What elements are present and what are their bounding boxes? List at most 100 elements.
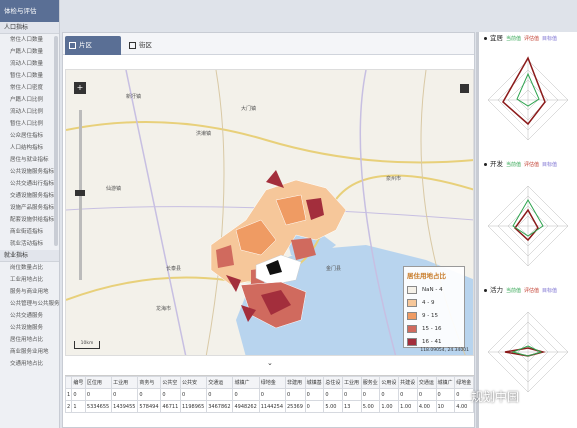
- table-header-cell[interactable]: 编号: [71, 376, 86, 389]
- legend-label: NaN - 4: [422, 286, 443, 293]
- legend-eval[interactable]: 评估值: [524, 288, 540, 294]
- coordinate-readout: 118.09054, 24.34001: [420, 348, 469, 353]
- legend-label: 9 - 15: [422, 312, 438, 319]
- map-view[interactable]: 新圩镇 洪濑镇 大门镇 仙游镇 泉州市 长泰县 龙海市 金门县 + 居住用地占比…: [65, 69, 474, 356]
- table-header-cell[interactable]: 交通运: [206, 376, 234, 389]
- legend-eval[interactable]: 评估值: [524, 36, 540, 42]
- bullet-icon: [484, 162, 487, 166]
- tab-block[interactable]: 街区: [125, 36, 181, 55]
- sidebar-population-item[interactable]: 常住人口密度: [10, 85, 44, 91]
- sidebar-population-item[interactable]: 公共交通出行指标: [10, 181, 55, 187]
- legend-entry: NaN - 4: [407, 283, 461, 296]
- table-cell: 0: [398, 388, 418, 401]
- sidebar-population-item[interactable]: 常住人口数量: [10, 37, 44, 43]
- sidebar-employment-item[interactable]: 工业用地占比: [10, 277, 44, 283]
- sidebar-population-item[interactable]: 配套设施供给指标: [10, 217, 55, 223]
- sidebar-population-item[interactable]: 人口结构指标: [10, 145, 44, 151]
- table-header-cell[interactable]: 共建设: [398, 376, 418, 389]
- sidebar-population-item[interactable]: 交通设施服务指标: [10, 193, 55, 199]
- tab-district[interactable]: 片区: [65, 36, 121, 55]
- table-header-cell[interactable]: 城镇广: [232, 376, 260, 389]
- sidebar-population-item[interactable]: 公众居住指标: [10, 133, 44, 139]
- sidebar-population-item[interactable]: 暂住人口比例: [10, 121, 44, 127]
- legend-eval[interactable]: 评估值: [524, 162, 540, 168]
- legend-entry: 9 - 15: [407, 309, 461, 322]
- table-cell: 0: [379, 388, 400, 401]
- table-header-cell[interactable]: 工业用: [111, 376, 139, 389]
- collapse-chevron-icon[interactable]: ⌄: [267, 359, 273, 367]
- sidebar-population-item[interactable]: 设施产品服务指标: [10, 205, 55, 211]
- legend-target[interactable]: 目标值: [542, 36, 558, 42]
- zoom-in-button[interactable]: +: [74, 82, 86, 94]
- legend-current[interactable]: 当前值: [506, 288, 522, 294]
- table-cell: 1: [71, 400, 86, 413]
- splitter[interactable]: [476, 32, 478, 428]
- legend-target[interactable]: 目标值: [542, 162, 558, 168]
- svg-text:泉州市: 泉州市: [386, 175, 401, 182]
- table-header-cell[interactable]: 绿地金: [258, 376, 286, 389]
- table-header-cell[interactable]: 服务业: [360, 376, 381, 389]
- table-header-cell[interactable]: 城镇广: [435, 376, 456, 389]
- sidebar-employment-item[interactable]: 岗位数量占比: [10, 265, 44, 271]
- sidebar-section-population[interactable]: 人口指标: [0, 22, 59, 34]
- sidebar-population-item[interactable]: 公共设施服务指标: [10, 169, 55, 175]
- radar-title: 开发: [490, 160, 503, 168]
- table-header-cell[interactable]: 城镇基: [304, 376, 325, 389]
- table-header-cell[interactable]: 非建用: [284, 376, 306, 389]
- grid-icon: [69, 42, 76, 49]
- sidebar-population-item[interactable]: 户籍人口数量: [10, 49, 44, 55]
- legend-current[interactable]: 当前值: [506, 162, 522, 168]
- sidebar-population-item[interactable]: 商业街道指标: [10, 229, 44, 235]
- sidebar-employment-item[interactable]: 公共管理与公共服务: [10, 301, 59, 307]
- table-cell: 0: [179, 388, 208, 401]
- radar-series-eval: [502, 56, 546, 126]
- radar-svg: [487, 311, 569, 393]
- svg-text:新圩镇: 新圩镇: [126, 93, 141, 100]
- sidebar-employment-item[interactable]: 公共设施服务: [10, 325, 44, 331]
- sidebar-employment-item[interactable]: 交通用地占比: [10, 361, 44, 367]
- sidebar-employment-item[interactable]: 居住用地占比: [10, 337, 44, 343]
- scale-bar: 10km: [74, 341, 100, 349]
- table-header-cell[interactable]: 交通运: [416, 376, 437, 389]
- sidebar-section-employment[interactable]: 就业指标: [0, 250, 59, 262]
- table-cell: 0: [84, 388, 113, 401]
- table-header-cell[interactable]: 商务与: [137, 376, 162, 389]
- sidebar-population-item[interactable]: 流动人口比例: [10, 109, 44, 115]
- table-cell: 4.00: [416, 400, 437, 413]
- svg-text:长泰县: 长泰县: [166, 265, 181, 272]
- table-cell: 1.00: [379, 400, 400, 413]
- sidebar-scrollbar[interactable]: [54, 36, 58, 246]
- table-row[interactable]: 2 1 5334655 1439455 578494 46711 1198965 346786…: [65, 400, 474, 413]
- legend-target[interactable]: 目标值: [542, 288, 558, 294]
- zoom-control: +: [74, 82, 88, 96]
- legend-current[interactable]: 当前值: [506, 36, 522, 42]
- sidebar-employment-item[interactable]: 服务与商业用地: [10, 289, 49, 295]
- sidebar-population-item[interactable]: 居住与就业指标: [10, 157, 49, 163]
- legend-label: 15 - 16: [422, 325, 442, 332]
- table-cell: 0: [435, 388, 456, 401]
- table-header-cell[interactable]: 公共安: [179, 376, 208, 389]
- table-header-cell[interactable]: 公共空: [160, 376, 181, 389]
- sidebar-population-item[interactable]: 就业活动指标: [10, 241, 44, 247]
- sidebar-population-item[interactable]: 暂住人口数量: [10, 73, 44, 79]
- table-header-cell[interactable]: 公用设: [379, 376, 400, 389]
- table-header-cell[interactable]: 总住设: [323, 376, 344, 389]
- main-panel: 片区 街区: [62, 32, 475, 428]
- table-header-cell[interactable]: 区位用: [84, 376, 113, 389]
- legend-entry: 15 - 16: [407, 322, 461, 335]
- sidebar-population-item[interactable]: 户籍人口比例: [10, 97, 44, 103]
- table-cell: 0: [323, 388, 344, 401]
- layers-icon[interactable]: [460, 84, 469, 93]
- zoom-slider-thumb[interactable]: [75, 190, 85, 196]
- sidebar-population-item[interactable]: 流动人口数量: [10, 61, 44, 67]
- sidebar-title: 体检与评估: [0, 0, 59, 22]
- bullet-icon: [484, 36, 487, 40]
- table-header-cell[interactable]: 绿地金: [454, 376, 474, 389]
- sidebar-employment-item[interactable]: 商业服务业用地: [10, 349, 49, 355]
- sidebar-employment-item[interactable]: 公共交通服务: [10, 313, 44, 319]
- legend-swatch: [407, 285, 417, 294]
- table-header-cell[interactable]: 工业用: [342, 376, 362, 389]
- svg-text:金门县: 金门县: [326, 265, 341, 272]
